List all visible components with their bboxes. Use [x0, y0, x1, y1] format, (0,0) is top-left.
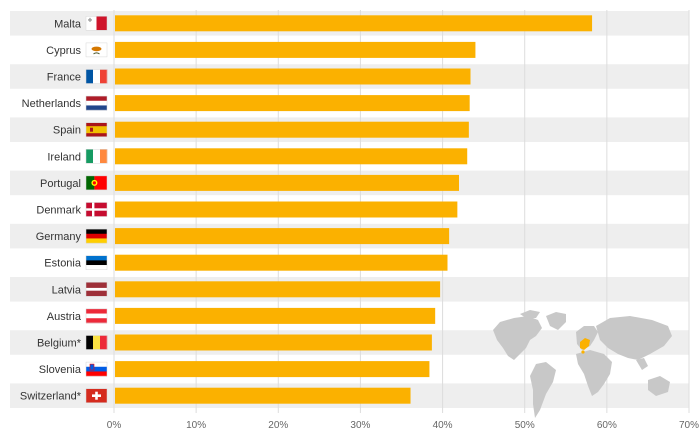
category-label: Latvia: [52, 284, 82, 296]
flag-icon: [85, 388, 108, 403]
x-tick-label: 40%: [433, 420, 453, 431]
bar: [115, 361, 430, 378]
bar: [115, 15, 593, 32]
flag-icon: [85, 16, 108, 31]
category-label: Estonia: [44, 258, 82, 270]
bar: [115, 68, 471, 85]
category-label: Spain: [53, 125, 81, 137]
flag-icon: [85, 175, 108, 191]
category-label: Malta: [54, 18, 82, 30]
category-label: Ireland: [47, 151, 81, 163]
category-label: Switzerland*: [20, 391, 82, 403]
flag-icon: [85, 122, 108, 137]
bar: [115, 254, 448, 271]
x-tick-label: 0%: [107, 420, 122, 431]
flag-icon: [85, 202, 108, 217]
flag-icon: [85, 282, 108, 297]
flag-icon: [85, 228, 108, 244]
x-tick-label: 60%: [597, 420, 617, 431]
bar: [115, 121, 469, 138]
category-label: Slovenia: [39, 364, 82, 376]
category-label: Portugal: [40, 178, 81, 190]
x-tick-label: 70%: [679, 420, 699, 431]
category-label: Belgium*: [37, 338, 82, 350]
category-label: Germany: [36, 231, 82, 243]
bar: [115, 95, 470, 112]
flag-icon: [85, 95, 108, 111]
flag-icon: [85, 149, 108, 164]
category-labels: Malta Cyprus France Netherlands Spain Ireland…: [20, 18, 82, 402]
bar: [115, 148, 468, 165]
flag-icon: [85, 42, 108, 58]
category-label: Austria: [47, 311, 82, 323]
x-tick-label: 10%: [186, 420, 206, 431]
flag-icon: [85, 69, 108, 84]
category-label: Denmark: [36, 205, 81, 217]
bars: [115, 15, 593, 404]
flag-icon: [85, 335, 108, 350]
bar: [115, 307, 436, 324]
flag-icon: [85, 255, 108, 270]
flag-icon: [85, 361, 108, 377]
x-tick-label: 50%: [515, 420, 535, 431]
bar: [115, 41, 476, 58]
category-label: Netherlands: [22, 98, 82, 110]
bar: [115, 281, 441, 298]
x-tick-label: 30%: [350, 420, 370, 431]
category-label: Cyprus: [46, 45, 81, 57]
flags: [85, 16, 108, 403]
x-tick-labels: 0% 10% 20% 30% 40% 50% 60% 70%: [107, 420, 699, 431]
bar: [115, 228, 450, 245]
bar: [115, 174, 459, 191]
bar: [115, 201, 458, 218]
world-map-inset: [493, 310, 672, 418]
flag-icon: [85, 308, 108, 324]
x-tick-label: 20%: [268, 420, 288, 431]
bar: [115, 334, 432, 351]
category-label: France: [47, 72, 81, 84]
bar: [115, 387, 411, 404]
